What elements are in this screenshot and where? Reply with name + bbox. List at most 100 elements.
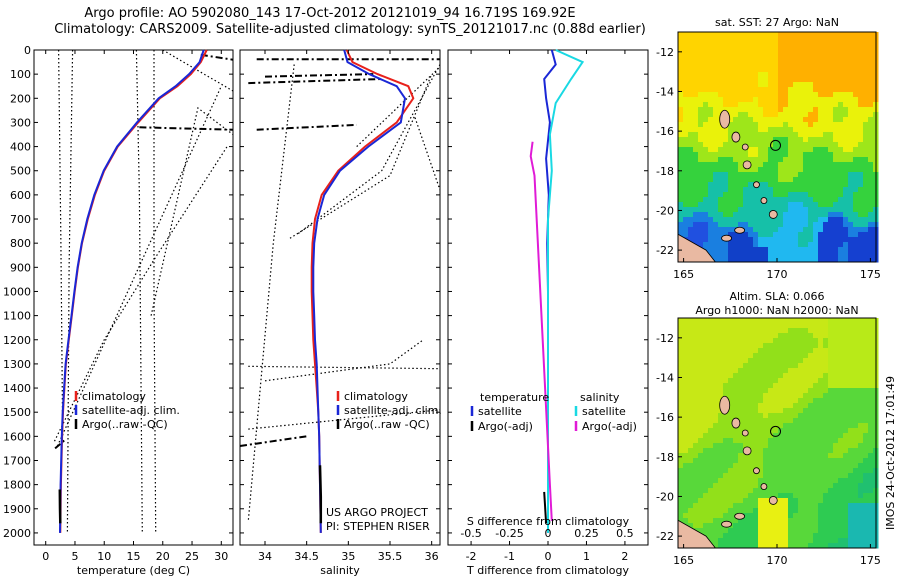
map-cell xyxy=(718,247,724,253)
map-cell xyxy=(783,87,789,93)
map-cell xyxy=(843,438,849,444)
map-cell xyxy=(858,122,864,128)
map-cell xyxy=(858,338,864,344)
map-cell xyxy=(713,373,719,379)
map-cell xyxy=(768,182,774,188)
map-cell xyxy=(803,157,809,163)
map-cell xyxy=(713,77,719,83)
map-cell xyxy=(803,413,809,419)
map-cell xyxy=(813,493,819,499)
map-cell xyxy=(788,97,794,103)
map-cell xyxy=(848,483,854,489)
map-cell xyxy=(773,102,779,108)
map-cell xyxy=(703,187,709,193)
map-cell xyxy=(738,167,744,173)
map-cell xyxy=(768,483,774,489)
map-cell xyxy=(718,463,724,469)
map-cell xyxy=(743,77,749,83)
map-cell xyxy=(808,398,814,404)
island xyxy=(768,496,778,505)
map-cell xyxy=(843,167,849,173)
map-cell xyxy=(758,433,764,439)
map-cell xyxy=(703,232,709,238)
map-cell xyxy=(798,403,804,409)
map-cell xyxy=(843,187,849,193)
map-cell xyxy=(818,237,824,243)
map-cell xyxy=(848,358,854,364)
map-cell xyxy=(778,42,784,48)
map-cell xyxy=(843,152,849,158)
map-cell xyxy=(803,388,809,394)
salinity-diff-tick-label: -0.25 xyxy=(495,527,523,540)
map-cell xyxy=(853,488,859,494)
map-cell xyxy=(723,252,729,258)
map-cell xyxy=(813,383,819,389)
map-cell xyxy=(818,513,824,519)
map-cell xyxy=(688,147,694,153)
map-cell xyxy=(723,338,729,344)
map-cell xyxy=(788,42,794,48)
map-cell xyxy=(743,393,749,399)
map-cell xyxy=(693,458,699,464)
map-cell xyxy=(693,92,699,98)
map-cell xyxy=(678,142,684,148)
map-cell xyxy=(833,463,839,469)
map-cell xyxy=(788,212,794,218)
map-cell xyxy=(778,408,784,414)
map-cell xyxy=(858,57,864,63)
map-cell xyxy=(783,67,789,73)
map-cell xyxy=(698,227,704,233)
map-cell xyxy=(723,393,729,399)
map-cell xyxy=(808,478,814,484)
map-cell xyxy=(758,172,764,178)
map-cell xyxy=(788,117,794,123)
map-cell xyxy=(723,488,729,494)
map-cell xyxy=(748,257,754,263)
map-cell xyxy=(828,152,834,158)
map-cell xyxy=(723,97,729,103)
map-cell xyxy=(753,187,759,193)
map-cell xyxy=(758,528,764,534)
map-cell xyxy=(823,147,829,153)
map-cell xyxy=(753,438,759,444)
map-cell xyxy=(773,368,779,374)
map-cell xyxy=(818,252,824,258)
map-cell xyxy=(868,217,874,223)
map-cell xyxy=(703,72,709,78)
map-cell xyxy=(693,107,699,113)
map-cell xyxy=(688,523,694,529)
map-cell xyxy=(803,182,809,188)
map-cell xyxy=(708,508,714,514)
map-cell xyxy=(868,468,874,474)
map-cell xyxy=(808,408,814,414)
map-cell xyxy=(693,483,699,489)
map-cell xyxy=(698,418,704,424)
map-cell xyxy=(683,172,689,178)
y-tick-label: 1500 xyxy=(3,406,31,419)
map-cell xyxy=(743,202,749,208)
island xyxy=(742,160,752,170)
map-cell xyxy=(703,172,709,178)
map-cell xyxy=(763,212,769,218)
map-cell xyxy=(748,533,754,539)
map-cell xyxy=(848,102,854,108)
map-cell xyxy=(783,443,789,449)
map-cell xyxy=(688,368,694,374)
map-cell xyxy=(763,458,769,464)
map-cell xyxy=(843,443,849,449)
map-cell xyxy=(688,177,694,183)
map-cell xyxy=(848,423,854,429)
map-cell xyxy=(843,157,849,163)
map-cell xyxy=(758,438,764,444)
map-cell xyxy=(748,197,754,203)
map-cell xyxy=(733,192,739,198)
map-cell xyxy=(833,47,839,53)
map-cell xyxy=(688,333,694,339)
map-cell xyxy=(753,428,759,434)
map-cell xyxy=(818,318,824,324)
map-cell xyxy=(828,77,834,83)
map-cell xyxy=(738,67,744,73)
map-cell xyxy=(758,137,764,143)
map-cell xyxy=(828,418,834,424)
map-cell xyxy=(848,478,854,484)
